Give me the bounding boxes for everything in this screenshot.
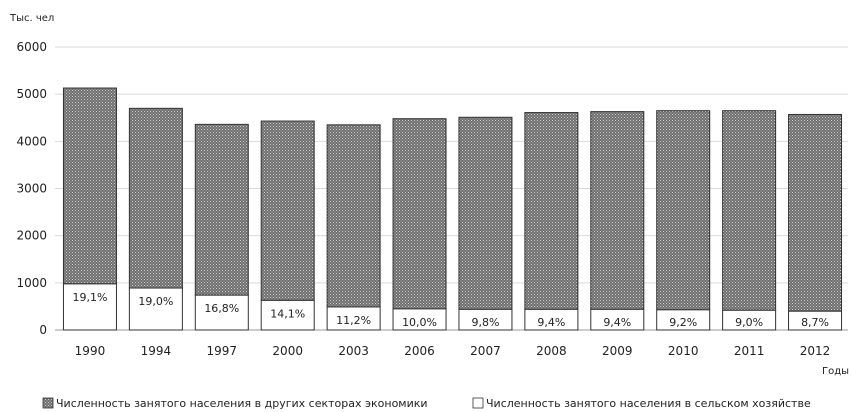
- labels: 0 1000 2000 3000 4000 5000 6000 19,1% 1990 19,0% 1…: [16, 40, 830, 358]
- legend-swatch-agriculture: [472, 397, 484, 409]
- bar-other-sectors: [458, 116, 513, 310]
- share-label: 10,0%: [402, 316, 437, 329]
- share-label: 9,4%: [537, 316, 565, 329]
- share-label: 19,0%: [138, 295, 173, 308]
- legend: Численность занятого населения в других …: [42, 397, 811, 410]
- share-label: 19,1%: [72, 291, 107, 304]
- bar-agriculture: [128, 287, 183, 331]
- x-tick-label: 2010: [668, 344, 699, 358]
- share-label: 8,7%: [801, 316, 829, 329]
- y-tick-label: 4000: [16, 134, 47, 148]
- gridlines: [55, 46, 848, 331]
- x-tick-label: 2008: [536, 344, 567, 358]
- share-label: 16,8%: [204, 302, 239, 315]
- x-tick-label: 2003: [338, 344, 369, 358]
- x-tick-label: 2011: [734, 344, 765, 358]
- y-tick-label: 2000: [16, 229, 47, 243]
- x-tick-label: 2009: [602, 344, 633, 358]
- share-label: 9,2%: [669, 316, 697, 329]
- bar-other-sectors: [260, 120, 315, 301]
- bar-agriculture: [260, 299, 315, 331]
- share-label: 9,4%: [603, 316, 631, 329]
- y-tick-label: 5000: [16, 87, 47, 101]
- x-tick-label: 2006: [404, 344, 435, 358]
- x-tick-label: 2007: [470, 344, 501, 358]
- x-tick-label: 1997: [207, 344, 238, 358]
- share-label: 14,1%: [270, 307, 305, 320]
- legend-label-agriculture: Численность занятого населения в сельско…: [486, 397, 811, 410]
- x-tick-label: 2012: [800, 344, 831, 358]
- bar-agriculture: [194, 294, 249, 331]
- bar-other-sectors: [62, 87, 117, 285]
- x-tick-label: 1990: [75, 344, 106, 358]
- x-tick-label: 2000: [272, 344, 303, 358]
- bar-other-sectors: [524, 112, 579, 310]
- bar-other-sectors: [128, 107, 183, 289]
- y-axis-unit-label: Тыс. чел: [9, 13, 54, 24]
- y-tick-label: 0: [39, 323, 47, 337]
- bar-other-sectors: [722, 110, 777, 311]
- bar-other-sectors: [392, 118, 447, 310]
- x-tick-label: 1994: [141, 344, 172, 358]
- bar-other-sectors: [788, 113, 843, 312]
- share-label: 9,0%: [735, 316, 763, 329]
- x-axis-unit-label: Годы: [822, 366, 849, 377]
- share-label: 11,2%: [336, 314, 371, 327]
- bar-other-sectors: [194, 123, 249, 296]
- bar-other-sectors: [590, 111, 645, 310]
- bar-other-sectors: [326, 124, 381, 308]
- share-label: 9,8%: [471, 316, 499, 329]
- legend-label-other-sectors: Численность занятого населения в других …: [56, 397, 428, 410]
- bar-agriculture: [62, 283, 117, 331]
- y-tick-label: 6000: [16, 40, 47, 54]
- y-tick-label: 3000: [16, 182, 47, 196]
- bar-other-sectors: [656, 110, 711, 311]
- legend-swatch-other-sectors: [42, 397, 54, 409]
- bars: [62, 87, 843, 331]
- y-tick-label: 1000: [16, 276, 47, 290]
